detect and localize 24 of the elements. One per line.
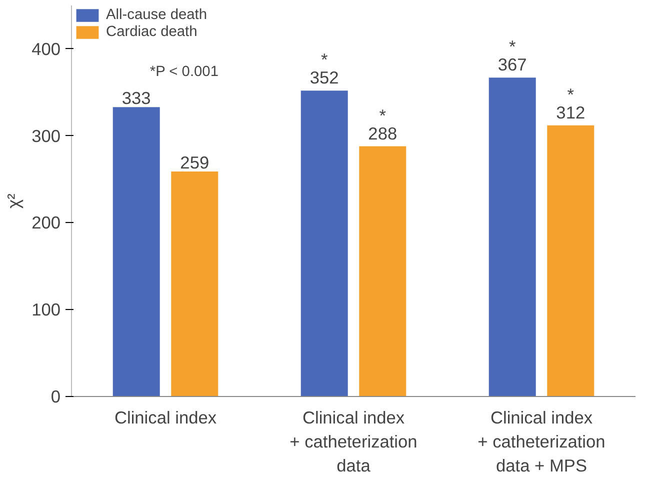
data-label: 259 bbox=[180, 152, 210, 172]
x-tick-label: Clinical index + catheterization data + MPS bbox=[478, 408, 606, 476]
bar bbox=[112, 107, 160, 396]
x-tick-label: Clinical index bbox=[114, 408, 217, 428]
bar bbox=[359, 146, 406, 396]
data-label: * 288 bbox=[368, 105, 398, 144]
data-label: * 352 bbox=[310, 50, 339, 88]
bar bbox=[547, 125, 594, 396]
bar bbox=[171, 171, 218, 396]
bar bbox=[488, 78, 536, 396]
legend-label: Cardiac death bbox=[106, 24, 198, 40]
data-label: * 367 bbox=[498, 36, 527, 75]
annotation: *P < 0.001 bbox=[150, 64, 218, 80]
y-tick-label: 400 bbox=[32, 38, 61, 59]
x-tick-label: Clinical index + catheterization data bbox=[290, 408, 418, 476]
data-label: 333 bbox=[122, 88, 151, 108]
bar bbox=[300, 90, 348, 396]
y-tick-label: 300 bbox=[32, 126, 61, 146]
y-tick-label: 100 bbox=[32, 300, 61, 320]
data-label: * 312 bbox=[556, 84, 586, 122]
legend-label: All-cause death bbox=[106, 7, 208, 23]
y-tick-label: 200 bbox=[32, 212, 61, 233]
y-tick-label: 0 bbox=[50, 386, 61, 406]
y-axis-title: χ² bbox=[4, 193, 24, 208]
